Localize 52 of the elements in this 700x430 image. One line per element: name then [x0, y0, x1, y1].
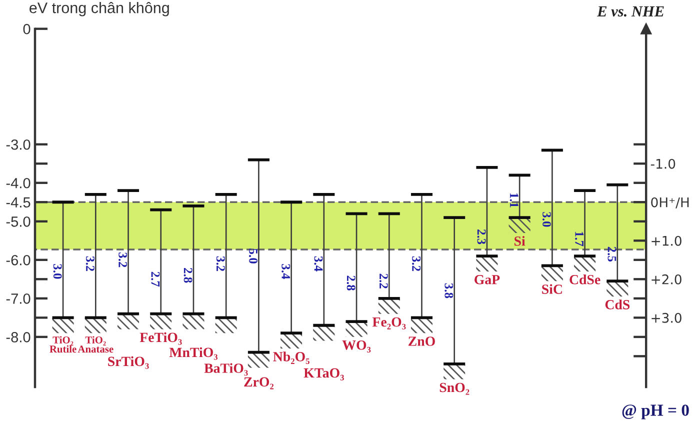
- data-label: 3.4: [314, 256, 323, 272]
- data-label: 2.8: [184, 268, 192, 283]
- y-tick-label: 0: [23, 24, 30, 34]
- x-tick-label: SnO₂: [440, 382, 470, 395]
- x-tick-label: SiC: [542, 284, 562, 294]
- x-tick-label: BaTiO₃: [204, 363, 248, 376]
- x-tick-label: Si: [514, 236, 526, 246]
- data-label: 3.2: [412, 256, 420, 272]
- y-tick-label: -8.0: [6, 332, 30, 342]
- x-tick-label: SrTiO₃: [108, 356, 149, 369]
- x-tick-label: ZnO: [408, 336, 435, 346]
- text: @ pH = 0: [622, 404, 689, 420]
- data-label: 5.0: [248, 248, 258, 264]
- y-tick-label: -4.5: [6, 197, 30, 208]
- x-tick-label: FeTiO₃: [140, 332, 182, 345]
- data-label: 2.2: [379, 274, 388, 288]
- x-tick-label: MnTiO₃: [169, 347, 218, 360]
- data-label: 1.7: [575, 232, 584, 246]
- data-label: 3.2: [118, 252, 128, 268]
- y2-axis-title: E vs. NHE: [596, 6, 664, 17]
- y2-tick-label: +2.0: [652, 274, 682, 284]
- x-tick-label: TiO₂ Rutile: [50, 336, 76, 353]
- x-tick-label: Nb₂O₅: [273, 352, 310, 364]
- y2-tick-label: +3.0: [652, 312, 682, 323]
- x-tick-label: TiO₂ Anatase: [78, 336, 114, 353]
- data-label: 3.2: [216, 256, 225, 272]
- x-tick-label: Fe₂O₃: [372, 317, 406, 330]
- x-tick-label: WO₃: [342, 340, 371, 353]
- y-tick-label: -4.0: [6, 178, 30, 188]
- data-label: 2.7: [151, 272, 160, 287]
- data-label: 2.8: [346, 276, 356, 290]
- y2-tick-label: -1.0: [650, 158, 676, 169]
- x-tick-label: ZrO₂: [244, 377, 274, 390]
- x-tick-label: GaP: [474, 274, 500, 284]
- data-label: 2.3: [477, 230, 486, 244]
- y-axis-title: eV trong chân không: [30, 2, 169, 16]
- y-tick-label: -3.0: [6, 139, 30, 150]
- data-label: 1.1: [510, 193, 518, 208]
- y2-tick-label: 0H⁺/H: [651, 197, 689, 208]
- data-label: 2.5: [608, 246, 616, 262]
- x-tick-label: CdSe: [570, 274, 600, 284]
- y-tick-label: -6.0: [6, 255, 30, 266]
- data-label: 3.4: [282, 264, 290, 280]
- x-tick-label: CdS: [605, 300, 630, 310]
- y-tick-label: -5.0: [6, 216, 30, 227]
- data-label: 3.2: [86, 256, 94, 272]
- data-label: 3.8: [444, 283, 454, 298]
- data-label: 3.0: [53, 264, 62, 279]
- x-tick-label: KTaO₃: [304, 368, 344, 380]
- y2-tick-label: +1.0: [652, 236, 682, 246]
- data-label: 3.0: [542, 212, 551, 227]
- y-tick-label: -7.0: [6, 294, 30, 304]
